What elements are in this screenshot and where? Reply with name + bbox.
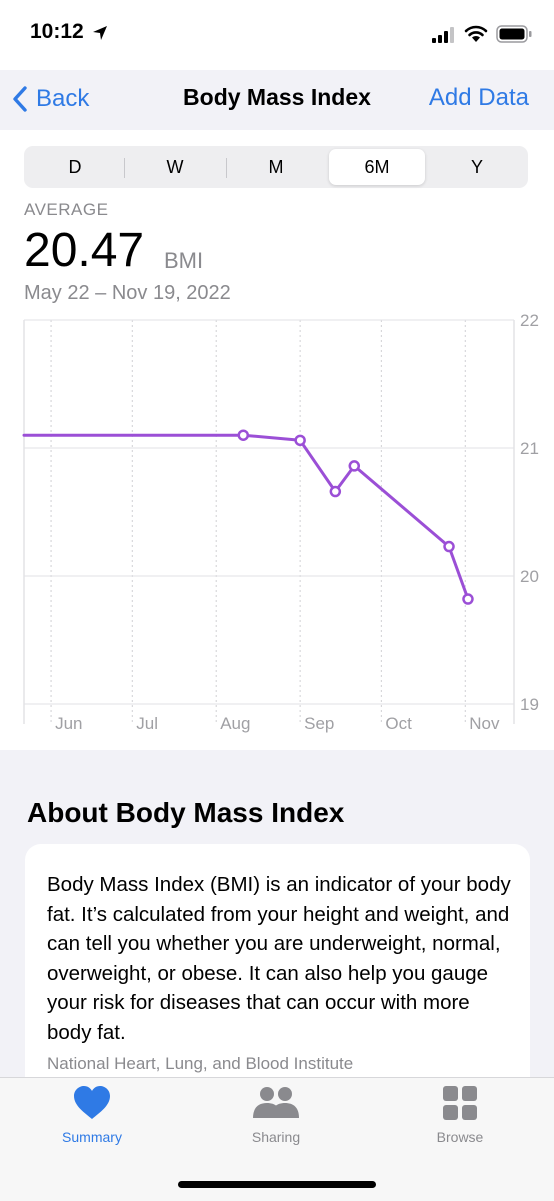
wifi-icon — [464, 25, 488, 42]
y-tick-label: 22 — [520, 311, 539, 330]
navigation-bar: Back Body Mass Index Add Data — [0, 70, 554, 130]
x-tick-label: Jun — [55, 714, 82, 733]
data-point — [294, 434, 306, 447]
y-tick-label: 19 — [520, 695, 539, 714]
average-unit: BMI — [164, 248, 204, 273]
tab-bar: Summary Sharing Browse — [0, 1077, 554, 1201]
about-source: National Heart, Lung, and Blood Institut… — [47, 1054, 354, 1073]
bmi-series-line — [22, 433, 470, 601]
y-tick-label: 20 — [520, 567, 539, 586]
x-tick-label: Jul — [136, 714, 158, 733]
heart-icon — [74, 1086, 110, 1119]
tab-label: Summary — [62, 1129, 122, 1145]
y-tick-label: 21 — [520, 439, 539, 458]
chart-section: D W M 6M Y AVERAGE 20.47 BMI May 22 – No… — [0, 130, 554, 750]
add-data-button[interactable]: Add Data — [428, 84, 529, 111]
chevron-left-icon — [13, 86, 27, 112]
x-tick-label: Aug — [220, 714, 250, 733]
data-point — [329, 485, 342, 498]
segment-year[interactable]: Y — [470, 156, 483, 177]
people-icon — [253, 1087, 299, 1118]
x-tick-label: Sep — [304, 714, 334, 733]
x-tick-label: Oct — [385, 714, 412, 733]
segment-divider — [124, 158, 125, 178]
time-range-segmented-control: D W M 6M Y — [24, 146, 528, 188]
date-range: May 22 – Nov 19, 2022 — [24, 282, 231, 304]
data-point — [443, 540, 455, 553]
segment-month[interactable]: M — [268, 156, 284, 177]
bmi-line-chart[interactable]: Jun Jul Aug Sep Oct Nov 22 21 20 19 — [0, 310, 554, 750]
tab-label: Sharing — [251, 1129, 301, 1145]
cellular-signal-icon — [432, 27, 454, 43]
segment-week[interactable]: W — [166, 156, 184, 177]
grid-icon — [443, 1086, 477, 1120]
average-value: 20.47 — [24, 224, 145, 277]
status-time: 10:12 — [30, 20, 84, 43]
location-arrow-icon — [93, 26, 107, 40]
back-label: Back — [36, 85, 90, 112]
segment-six-months[interactable]: 6M — [329, 149, 425, 185]
x-tick-label: Nov — [469, 714, 500, 733]
about-section-title: About Body Mass Index — [27, 797, 345, 828]
segment-day[interactable]: D — [68, 156, 82, 177]
back-button[interactable]: Back — [12, 82, 89, 116]
tab-sharing[interactable]: Sharing — [201, 1086, 351, 1145]
battery-icon — [496, 25, 532, 43]
segment-divider — [226, 158, 227, 178]
average-label: AVERAGE — [24, 200, 109, 219]
tab-label: Browse — [436, 1129, 484, 1145]
data-point — [237, 429, 250, 441]
about-description: Body Mass Index (BMI) is an indicator of… — [47, 873, 511, 1044]
status-bar: 10:12 — [0, 0, 554, 70]
data-point — [462, 593, 474, 605]
tab-summary[interactable]: Summary — [17, 1086, 167, 1145]
tab-browse[interactable]: Browse — [385, 1086, 535, 1145]
data-point — [348, 460, 361, 472]
about-card: Body Mass Index (BMI) is an indicator of… — [25, 844, 530, 1094]
home-indicator — [178, 1181, 376, 1188]
